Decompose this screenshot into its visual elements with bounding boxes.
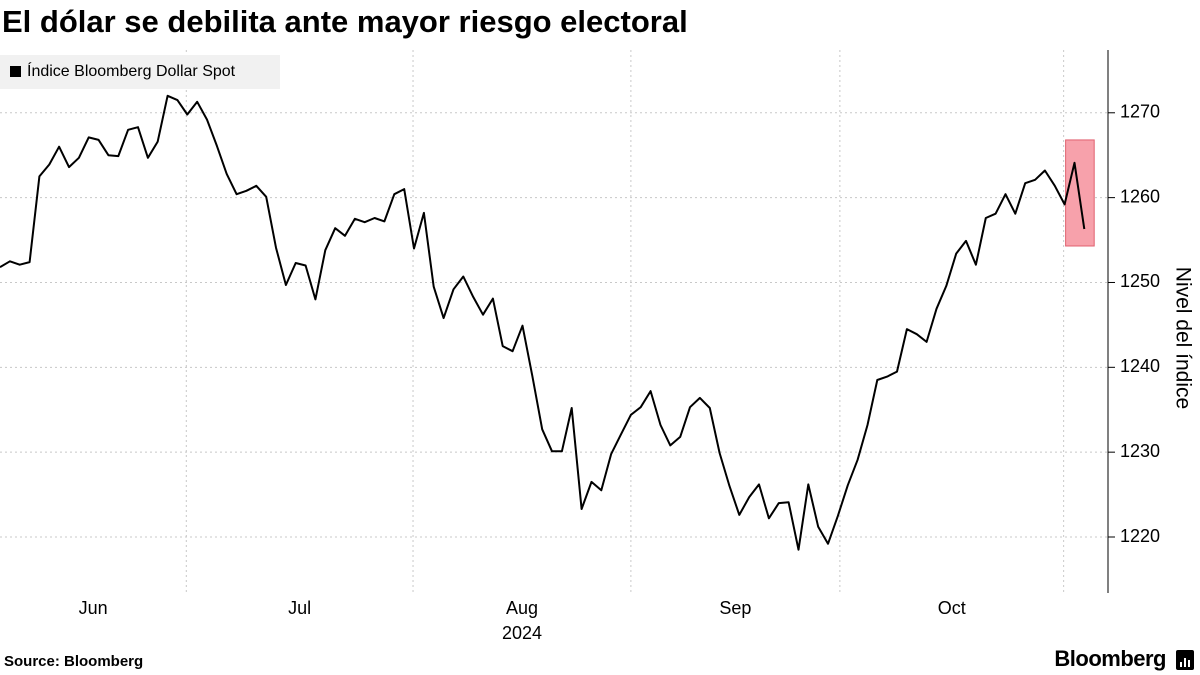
y-axis-title: Nivel del índice xyxy=(1171,267,1194,409)
y-tick-label: 1270 xyxy=(1120,102,1160,122)
x-tick-label: Jul xyxy=(288,598,311,618)
legend-label: Índice Bloomberg Dollar Spot xyxy=(27,61,236,80)
y-tick-label: 1230 xyxy=(1120,441,1160,461)
y-tick-label: 1250 xyxy=(1120,271,1160,291)
x-tick-label: Jun xyxy=(79,598,108,618)
legend-box xyxy=(0,55,280,89)
source: Source: Bloomberg xyxy=(4,653,143,670)
y-tick-label: 1260 xyxy=(1120,186,1160,206)
brand-icon xyxy=(1176,650,1194,670)
x-tick-label: Sep xyxy=(719,598,751,618)
legend: Índice Bloomberg Dollar Spot xyxy=(0,55,280,89)
legend-swatch xyxy=(10,66,21,77)
x-axis-title: 2024 xyxy=(502,623,542,643)
x-tick-label: Oct xyxy=(938,598,966,618)
y-tick-label: 1240 xyxy=(1120,356,1160,376)
y-tick-label: 1220 xyxy=(1120,526,1160,546)
brand-logo: Bloomberg xyxy=(1054,646,1166,671)
chart-title: El dólar se debilita ante mayor riesgo e… xyxy=(2,4,688,39)
x-tick-label: Aug xyxy=(506,598,538,618)
line-series xyxy=(0,94,1086,551)
